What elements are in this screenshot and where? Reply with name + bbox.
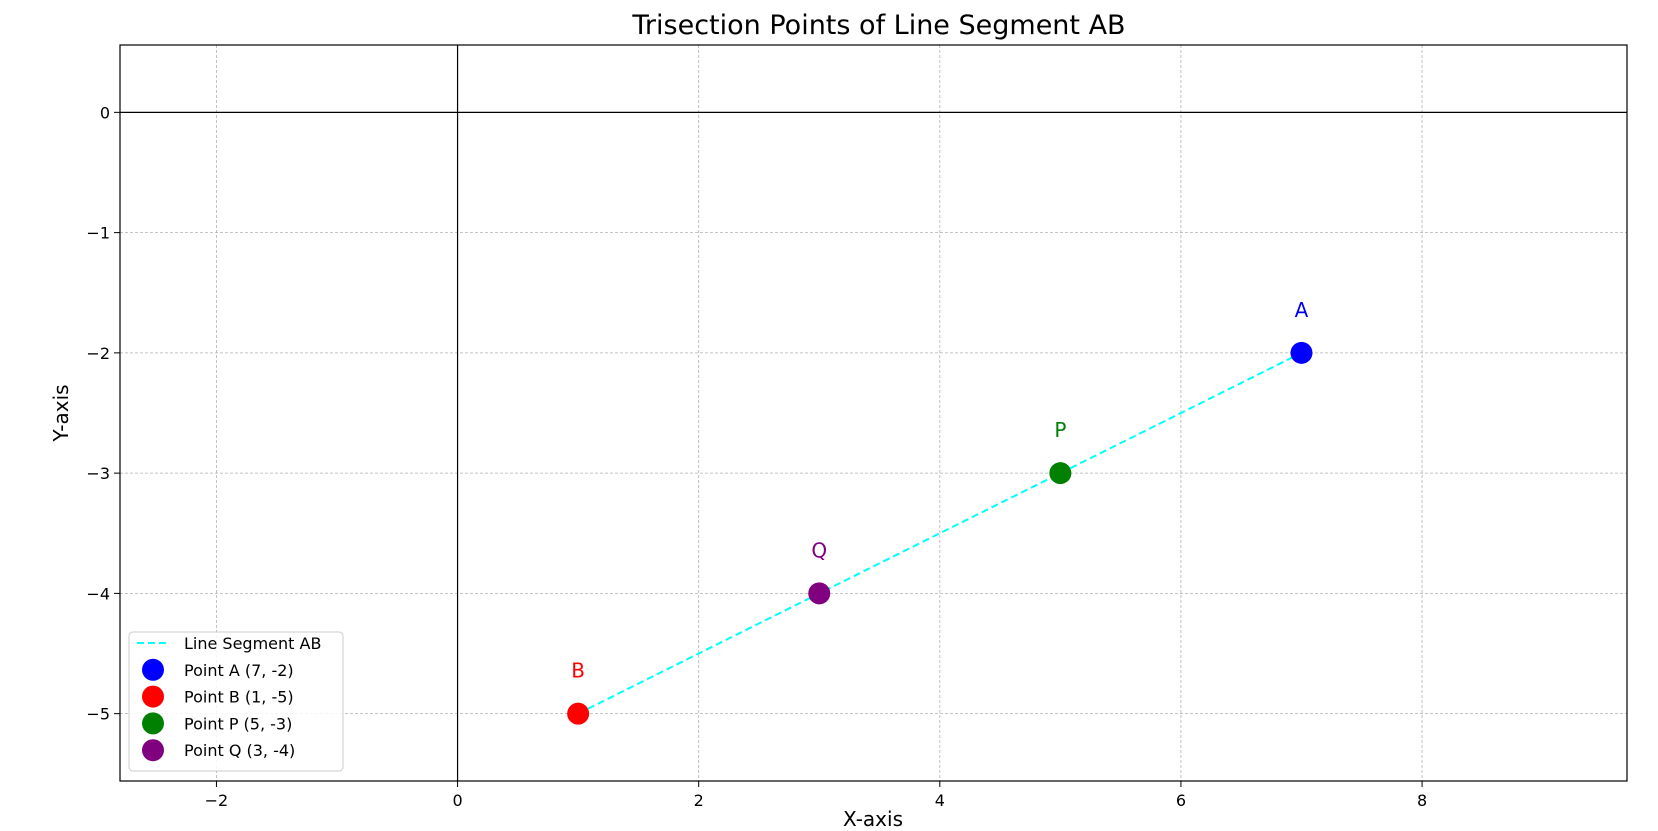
- point-label-p: P: [1054, 418, 1066, 442]
- point-p: [1049, 462, 1072, 485]
- point-labels: A B P Q: [571, 298, 1308, 683]
- point-label-q: Q: [811, 538, 827, 562]
- legend-label-line: Line Segment AB: [184, 634, 321, 653]
- x-tick-label: 0: [452, 791, 462, 810]
- point-label-b: B: [571, 659, 585, 683]
- y-axis-ticks: 0 −1 −2 −3 −4 −5: [86, 103, 120, 724]
- y-tick-label: −5: [86, 705, 110, 724]
- plot-frame: [119, 44, 1628, 782]
- y-tick-label: −1: [86, 224, 110, 243]
- y-tick-label: −2: [86, 344, 110, 363]
- point-q: [808, 582, 831, 605]
- y-tick-label: −3: [86, 464, 110, 483]
- x-tick-label: 6: [1176, 791, 1186, 810]
- y-axis-title: Y-axis: [49, 384, 73, 442]
- legend-label-a: Point A (7, -2): [184, 661, 294, 680]
- legend-label-p: Point P (5, -3): [184, 714, 292, 733]
- line-segment-ab: [577, 351, 1302, 715]
- y-tick-label: 0: [100, 103, 110, 122]
- data-series: [567, 341, 1313, 725]
- legend-swatch-a: [142, 658, 164, 681]
- legend-label-b: Point B (1, -5): [184, 688, 294, 707]
- x-axis-title: X-axis: [843, 807, 903, 831]
- point-label-a: A: [1295, 298, 1309, 322]
- x-tick-label: 4: [935, 791, 945, 810]
- point-a: [1290, 341, 1313, 364]
- x-tick-label: −2: [205, 791, 229, 810]
- x-tick-label: 2: [694, 791, 704, 810]
- legend-swatch-b: [142, 685, 164, 708]
- legend-swatch-p: [142, 712, 164, 735]
- chart-title: Trisection Points of Line Segment AB: [631, 10, 1125, 41]
- plot-background: [120, 45, 1627, 781]
- legend: Line Segment AB Point A (7, -2) Point B (1…: [128, 631, 344, 772]
- legend-label-q: Point Q (3, -4): [184, 741, 295, 760]
- legend-box: [128, 631, 344, 772]
- x-axis-ticks: −2 0 2 4 6 8: [205, 781, 1427, 810]
- reference-lines: [120, 45, 1627, 781]
- legend-swatch-q: [142, 739, 164, 762]
- point-b: [567, 702, 590, 725]
- y-tick-label: −4: [86, 584, 110, 603]
- x-tick-label: 8: [1417, 791, 1427, 810]
